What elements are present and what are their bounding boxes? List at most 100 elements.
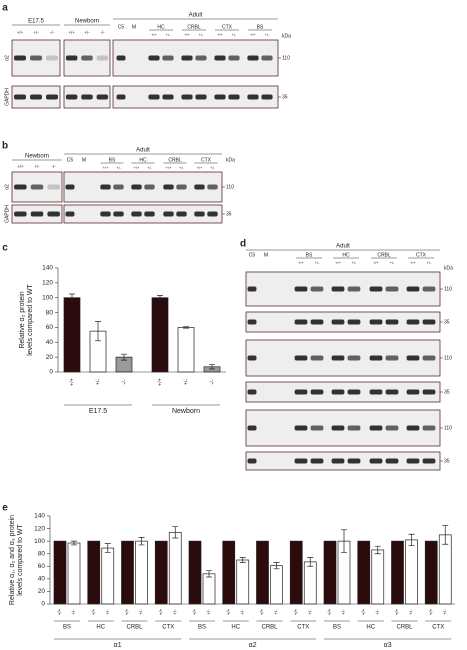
x-tick-label: +/+: [157, 378, 163, 386]
unit-label: kDa: [226, 157, 235, 163]
genotype-label: +/+: [17, 30, 24, 35]
genotype-label: +/-: [232, 32, 237, 37]
band: [347, 355, 361, 361]
band: [163, 211, 174, 217]
region-label: HC: [366, 625, 375, 631]
band: [30, 211, 44, 217]
genotype-label: +/-: [315, 260, 320, 265]
lane-label: CRBL: [168, 157, 182, 163]
genotype-label: +/-: [179, 165, 184, 170]
error-bar: [408, 533, 415, 546]
bar: [371, 549, 385, 605]
bar: [67, 542, 81, 605]
x-tick-label: +/-: [375, 609, 380, 615]
band: [422, 458, 436, 464]
genotype-label: +/-: [84, 30, 90, 35]
bar: [270, 565, 283, 605]
x-tick-label: +/-: [95, 379, 101, 386]
band: [385, 286, 399, 292]
genotype-label: +/+: [373, 260, 379, 265]
region-label: CRBL: [261, 625, 278, 631]
lane-label: C5: [118, 24, 125, 30]
band: [294, 319, 308, 325]
bar: [63, 297, 81, 373]
band: [347, 458, 361, 464]
band: [406, 319, 420, 325]
group-label: α1: [114, 642, 122, 649]
lane-label: HC: [342, 252, 350, 258]
y-tick-label: 80: [46, 309, 54, 316]
band: [14, 184, 27, 190]
y-axis-label: Relative α₁, α₂ and α₃ protein: [9, 515, 16, 605]
y-tick-label: 20: [38, 588, 46, 595]
bar: [151, 297, 169, 373]
y-axis-label: levels compared to WT: [27, 283, 34, 355]
band: [113, 211, 124, 217]
error-bar: [206, 570, 212, 578]
lane-label: BS: [306, 252, 313, 258]
lane-label: M: [82, 157, 86, 163]
error-bar: [138, 537, 145, 546]
x-tick-label: +/-: [442, 609, 447, 615]
band: [163, 184, 174, 190]
band: [30, 55, 42, 61]
band: [247, 55, 259, 61]
genotype-label: +/-: [390, 260, 395, 265]
band: [406, 425, 420, 431]
x-tick-label: -/-: [209, 379, 215, 384]
band: [310, 425, 324, 431]
size-label: 110: [226, 184, 234, 190]
band: [116, 94, 126, 100]
genotype-label: +/+: [410, 260, 416, 265]
band: [181, 94, 193, 100]
x-tick-label: +/-: [172, 609, 177, 615]
band: [100, 211, 111, 217]
lane-label: M: [132, 24, 136, 30]
genotype-label: +/+: [103, 165, 109, 170]
x-tick-label: -/-: [121, 379, 127, 384]
region-label: CRBL: [396, 625, 413, 631]
bar: [188, 540, 202, 605]
row-label: GAPDH: [4, 88, 10, 106]
band: [261, 94, 273, 100]
bar: [168, 531, 182, 605]
lane-label: BS: [257, 24, 264, 30]
error-bar: [157, 295, 163, 301]
lane-label: M: [264, 252, 268, 258]
bar: [154, 540, 168, 605]
region-label: CTX: [432, 625, 444, 631]
band: [113, 184, 124, 190]
x-tick-label: +/+: [361, 608, 366, 615]
x-tick-label: +/+: [158, 608, 163, 615]
region-label: BS: [63, 625, 71, 631]
x-tick-label: +/+: [91, 608, 96, 615]
y-tick-label: 140: [42, 265, 53, 272]
lane-label: CRBL: [187, 24, 201, 30]
band: [406, 458, 420, 464]
band: [294, 425, 308, 431]
band: [131, 184, 142, 190]
band: [347, 389, 361, 395]
x-tick-label: +/+: [226, 608, 231, 615]
group-label: α2: [249, 642, 257, 649]
unit-label: kDa: [282, 33, 291, 39]
genotype-label: +/-: [147, 165, 152, 170]
y-tick-label: 100: [34, 538, 45, 545]
x-tick-label: +/+: [428, 608, 433, 615]
bar: [424, 540, 438, 605]
group-header: Newborn: [75, 19, 99, 25]
group-label: α3: [384, 642, 392, 649]
band: [347, 286, 361, 292]
bar: [323, 540, 337, 605]
genotype-label: +/-: [210, 165, 215, 170]
lane-label: CTX: [201, 157, 212, 163]
panel-label: c: [2, 243, 8, 254]
x-tick-label: +/+: [69, 378, 75, 386]
y-tick-label: 120: [42, 280, 53, 287]
region-label: BS: [198, 625, 206, 631]
genotype-label: +/+: [151, 32, 157, 37]
genotype-label: +/-: [352, 260, 357, 265]
genotype-label: +/-: [166, 32, 171, 37]
region-label: BS: [333, 625, 341, 631]
